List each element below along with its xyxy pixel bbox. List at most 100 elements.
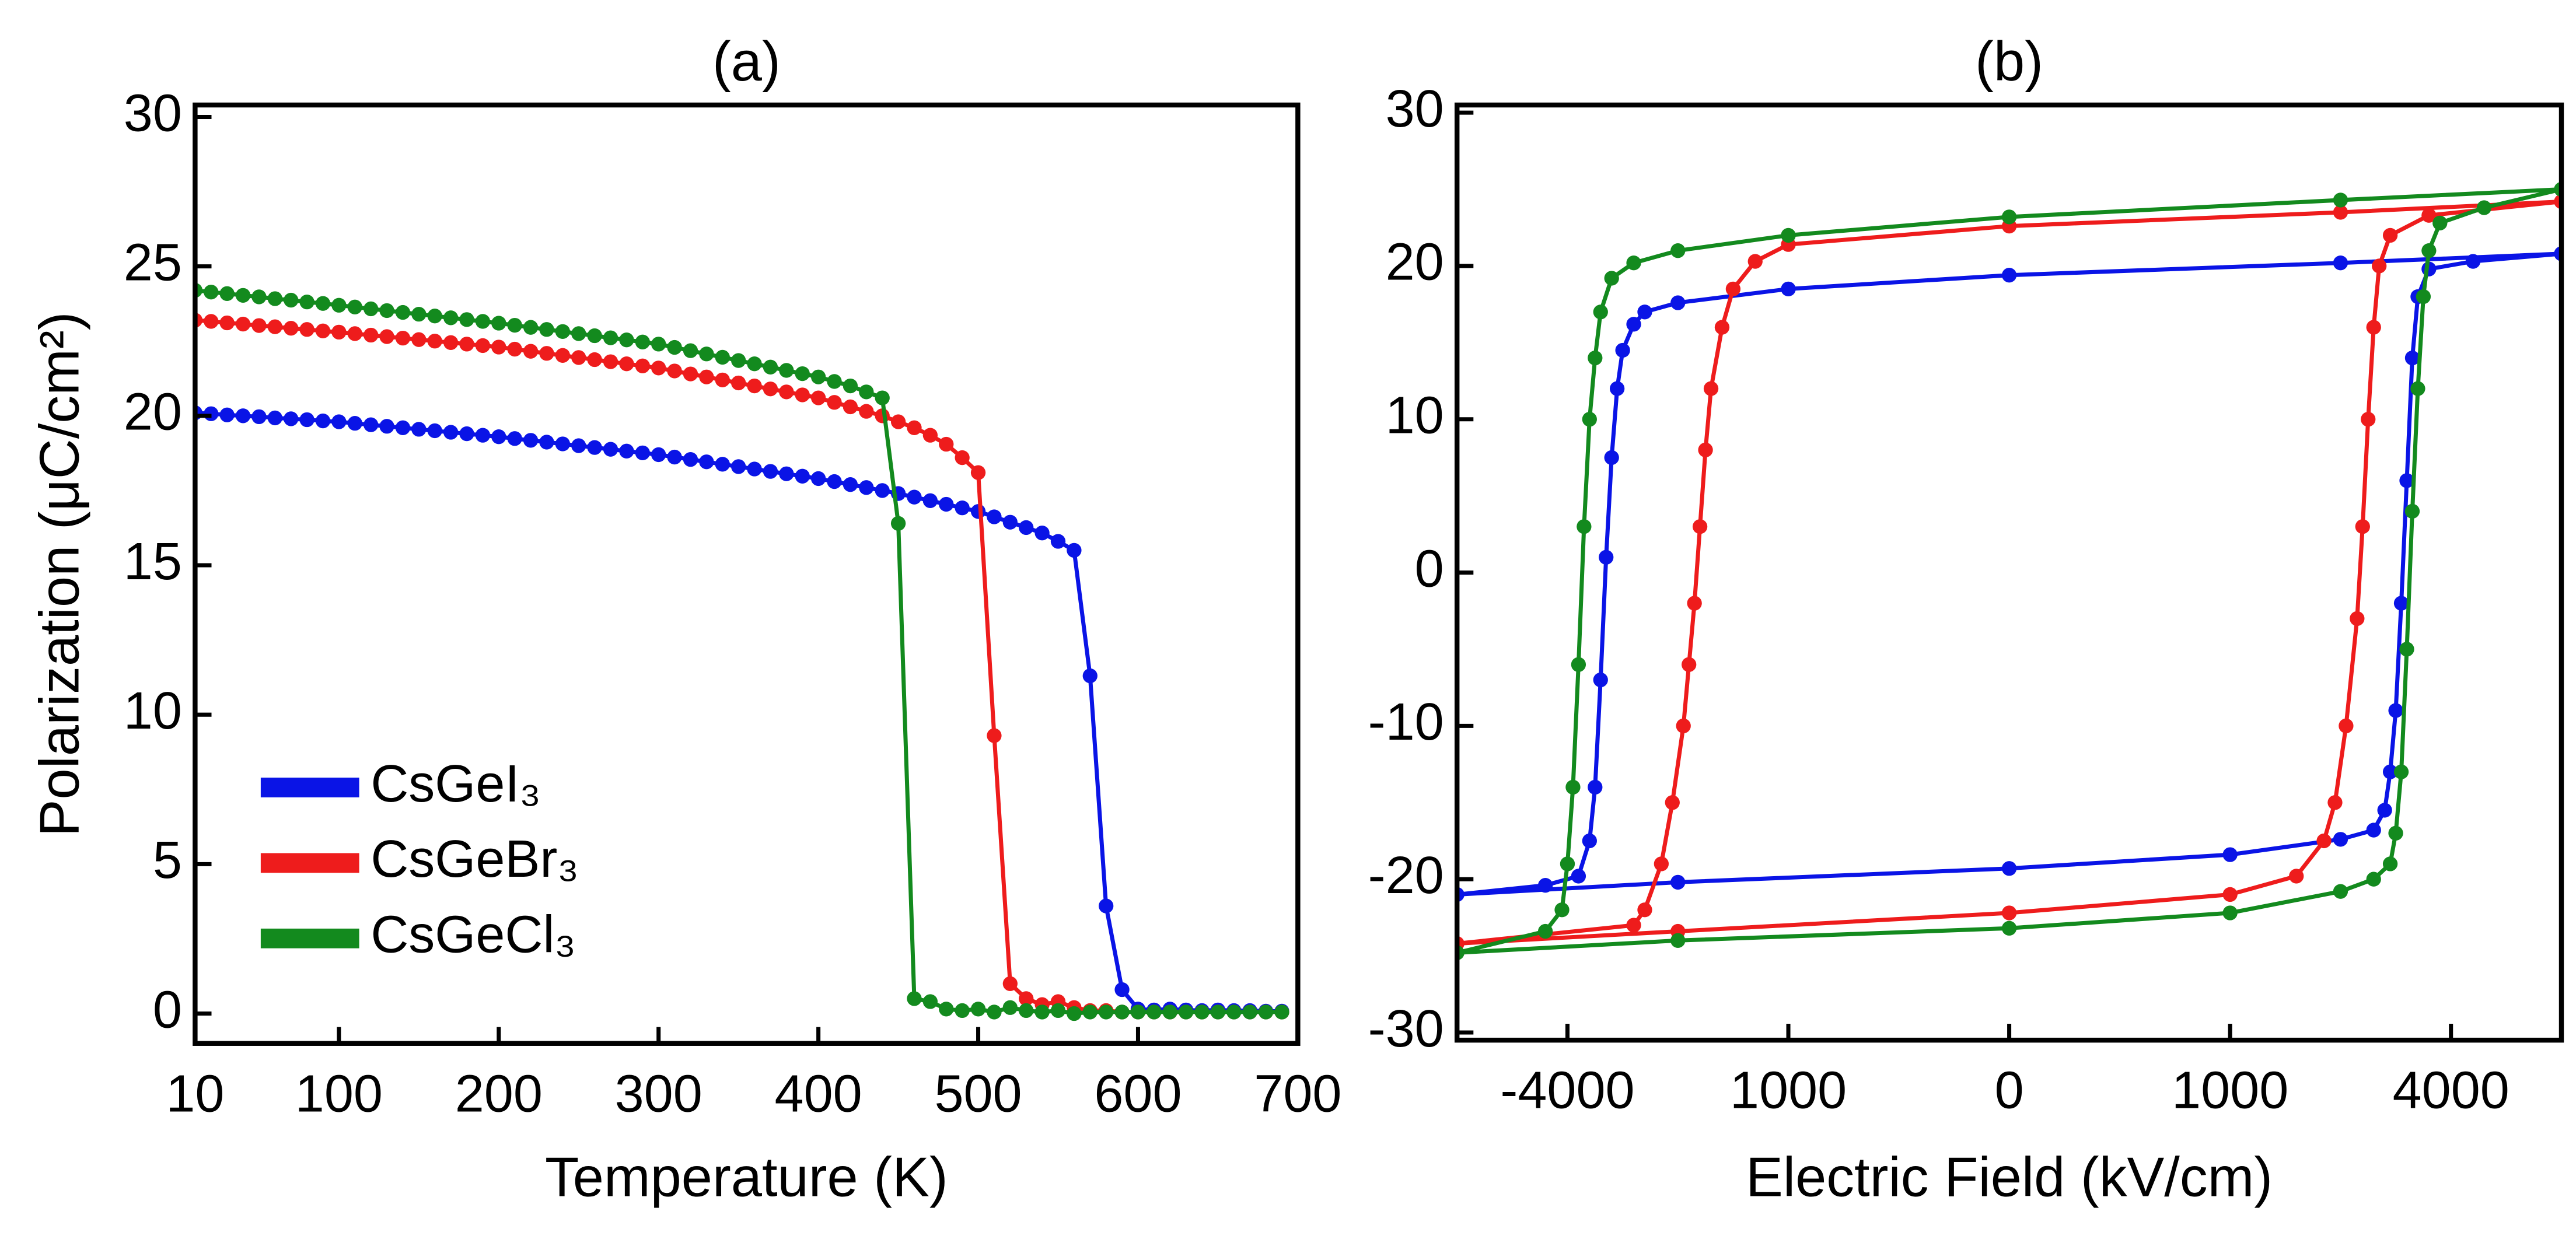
marker [2001,861,2017,876]
marker [843,477,858,492]
marker [2393,596,2409,611]
marker [1626,317,1641,332]
x-tick-label: 400 [775,1065,862,1123]
marker [347,326,362,341]
marker [347,415,362,431]
marker [939,436,954,452]
marker [747,378,762,394]
marker [555,348,571,363]
marker [827,474,842,489]
y-tick-label: 0 [1415,540,1444,598]
marker [619,356,634,372]
marker [731,353,746,368]
marker [651,360,666,376]
marker [363,301,379,317]
marker [315,413,331,429]
x-axis-label: Electric Field (kV/cm) [1746,1146,2273,1208]
marker [507,431,522,446]
marker [1593,304,1608,320]
marker [1698,442,1713,457]
marker [2333,832,2348,847]
chart-title: (b) [1975,30,2043,93]
marker [683,343,698,358]
marker [763,359,778,374]
marker [1050,534,1066,549]
marker [1019,991,1034,1006]
x-axis-label: Temperature (K) [545,1146,948,1208]
marker [2333,256,2348,271]
y-tick-label: 25 [124,233,182,292]
marker [219,407,235,422]
marker [922,994,938,1009]
marker [2382,764,2398,779]
marker [2333,192,2348,208]
marker [955,450,970,466]
marker [2355,519,2370,534]
marker [2001,921,2017,936]
marker [1019,520,1034,536]
x-tick-label: 0 [1995,1062,2024,1120]
marker [347,299,362,314]
marker [251,409,267,425]
x-tick-label: -4000 [1500,1062,1634,1120]
marker [987,509,1002,524]
marker [1626,256,1641,271]
marker [267,291,282,306]
marker [1582,833,1597,849]
marker [843,399,858,415]
marker [427,423,442,439]
marker [539,322,554,337]
x-tick-label: 1000 [1730,1062,1847,1120]
marker [2001,209,2017,225]
marker [827,395,842,410]
marker [315,323,331,338]
marker [571,350,586,365]
marker [507,317,522,333]
marker [2388,825,2403,841]
marker [970,1002,986,1017]
marker [1258,1005,1274,1020]
marker [619,332,634,348]
marker [267,410,282,426]
marker [2432,215,2448,231]
marker [1274,1005,1289,1020]
marker [1560,856,1575,872]
marker [2222,905,2238,921]
marker [875,390,890,405]
marker [2410,381,2425,396]
marker [1670,874,1686,890]
marker [2421,208,2437,223]
marker [1162,1005,1177,1020]
marker [1692,519,1708,534]
marker [235,408,251,424]
marker [715,457,730,472]
marker [1034,1005,1050,1020]
marker [1082,1005,1097,1020]
marker [251,289,267,304]
marker [731,375,746,391]
marker [939,1002,954,1017]
marker [2289,869,2304,884]
marker [2382,228,2398,243]
marker [204,406,219,421]
marker [1242,1005,1257,1020]
marker [1194,1005,1210,1020]
marker [1577,519,1592,534]
marker [1781,281,1796,297]
marker [2222,847,2238,862]
y-tick-label: 20 [124,383,182,442]
marker [491,340,506,355]
x-tick-label: 700 [1254,1065,1341,1123]
marker [2388,703,2403,718]
marker [875,483,890,498]
marker [315,296,331,311]
marker [603,442,618,457]
marker [523,320,539,335]
marker [363,327,379,343]
marker [555,436,571,452]
marker [2316,833,2332,849]
marker [683,366,698,382]
marker [1050,1003,1066,1019]
marker [1019,1003,1034,1019]
marker [970,465,986,480]
